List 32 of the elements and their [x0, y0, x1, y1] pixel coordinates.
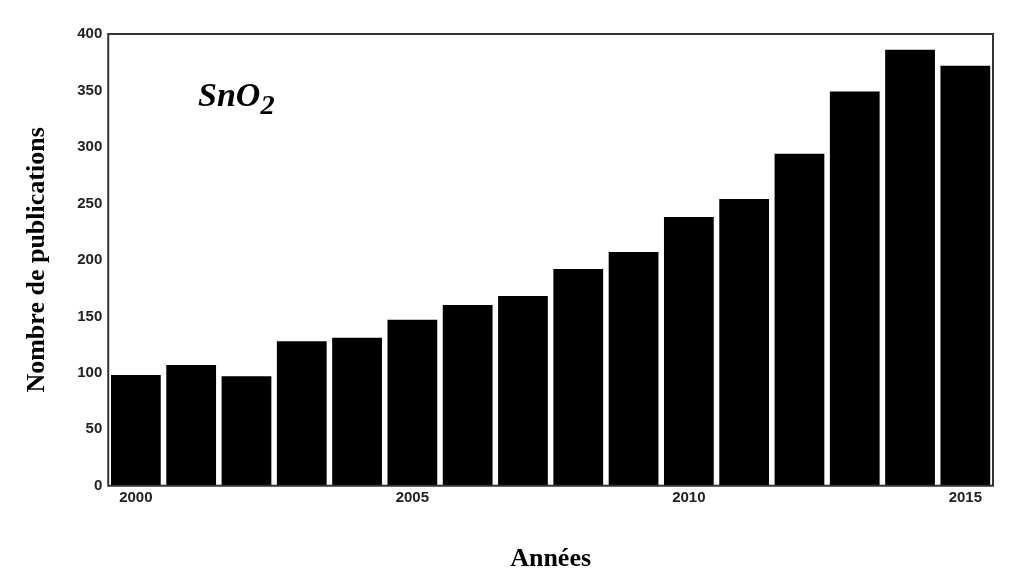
bar [553, 268, 604, 486]
y-tick-label: 0 [93, 475, 103, 493]
bar [442, 305, 493, 486]
x-tick-label: 2010 [672, 487, 706, 505]
x-axis-title: Années [510, 543, 592, 573]
y-tick-label: 100 [77, 362, 103, 380]
bar [940, 65, 991, 486]
bar [608, 251, 659, 486]
bar [166, 364, 217, 486]
y-tick-label: 200 [77, 250, 103, 268]
bar [774, 153, 825, 486]
y-tick-label: 250 [77, 193, 103, 211]
bar [829, 91, 880, 486]
bar [719, 198, 770, 486]
bar [276, 341, 327, 486]
y-tick-label: 300 [77, 137, 103, 155]
bar [110, 375, 161, 486]
x-tick-label: 2005 [395, 487, 430, 505]
y-axis-title: Nombre de publications [21, 127, 51, 393]
bar [498, 296, 548, 486]
bar [387, 319, 438, 486]
y-tick-label: 150 [77, 306, 103, 324]
bar [332, 337, 382, 486]
y-tick-label: 50 [85, 419, 103, 437]
annotation: SnO$_{2}$ [198, 76, 275, 121]
bar [221, 376, 272, 486]
y-tick-label: 350 [77, 80, 103, 98]
x-tick-label: 2015 [948, 487, 983, 505]
x-tick-label: 2000 [119, 487, 153, 505]
bar [885, 49, 935, 486]
bar [663, 216, 714, 486]
y-tick-label: 400 [77, 24, 103, 42]
